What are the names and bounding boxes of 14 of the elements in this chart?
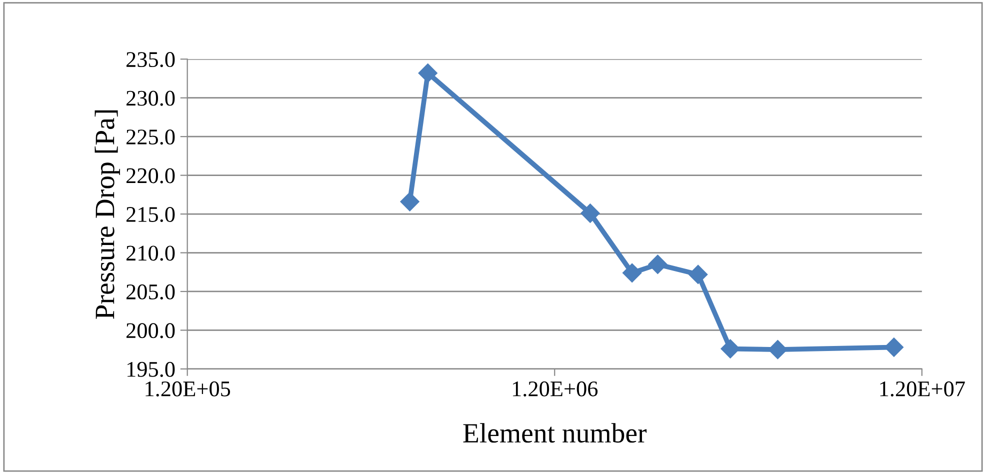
y-tick-label: 210.0	[126, 246, 175, 261]
y-tick-label: 220.0	[126, 168, 175, 184]
y-tick-label: 230.0	[126, 90, 175, 106]
x-axis-title: Element number	[463, 423, 647, 443]
y-tick-label: 215.0	[126, 206, 175, 222]
x-tick-label: 1.20E+06	[512, 381, 598, 396]
x-tick-label: 1.20E+05	[146, 381, 230, 396]
y-tick-label: 225.0	[126, 130, 175, 145]
y-tick-label: 235.0	[126, 52, 175, 68]
y-tick-label: 195.0	[127, 362, 175, 377]
y-tick-label: 200.0	[126, 323, 175, 338]
y-tick-label: 205.0	[126, 284, 175, 300]
x-tick-label: 1.20E+07	[880, 381, 965, 396]
y-axis-title: Pressure Drop [Pa]	[94, 110, 120, 319]
